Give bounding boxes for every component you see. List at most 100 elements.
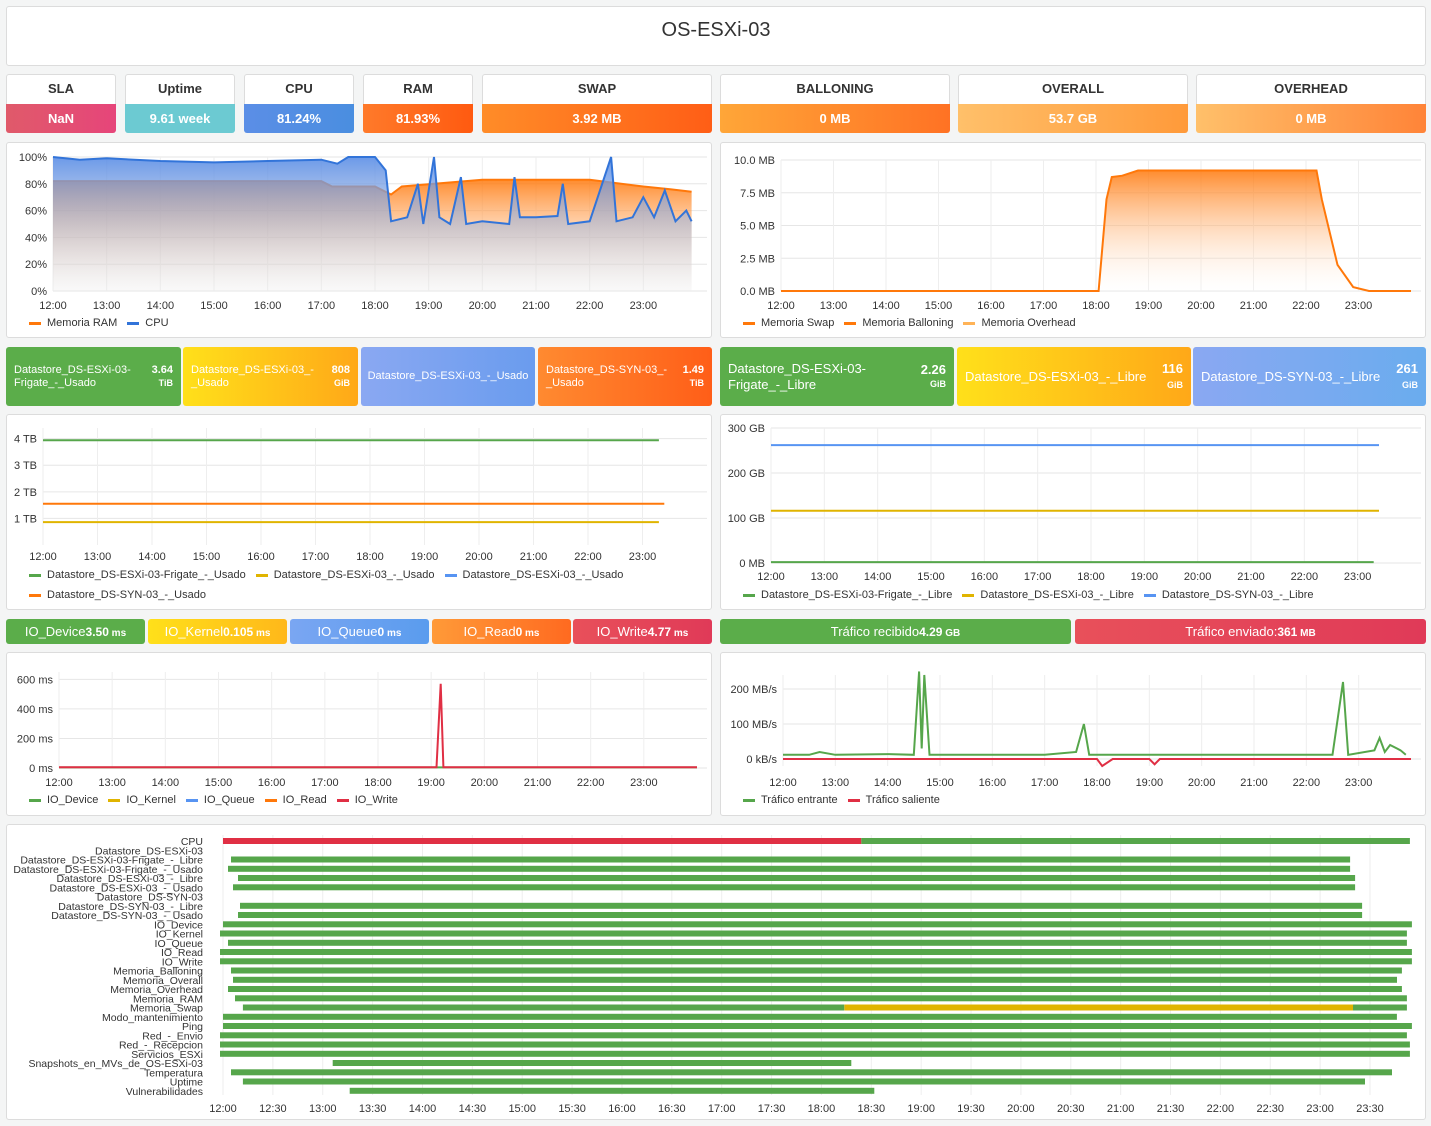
legend-item-datastore-ds-esxi-03-usado[interactable]: Datastore_DS-ESXi-03_-_Usado [255, 565, 435, 585]
x-tick-label: 16:00 [979, 777, 1007, 789]
x-tick-label: 16:00 [258, 777, 286, 789]
stat-label-uptime: Uptime [125, 74, 235, 104]
state-bar-memoria-overall [233, 976, 1397, 983]
legend-item-memoria-balloning[interactable]: Memoria Balloning [844, 313, 953, 333]
x-tick-label: 12:00 [767, 300, 795, 312]
legend-item-datastore-ds-esxi-03-libre[interactable]: Datastore_DS-ESXi-03_-_Libre [962, 585, 1134, 605]
legend-label: Memoria RAM [47, 317, 118, 329]
x-tick-label: 15:00 [205, 777, 233, 789]
x-tick-label: 13:00 [309, 1103, 337, 1115]
series-line-io-write [59, 683, 697, 769]
x-tick-label: 13:00 [822, 777, 850, 789]
legend-swatch [743, 593, 755, 597]
legend-item-tr-fico-entrante[interactable]: Tráfico entrante [743, 790, 838, 810]
series-area-cpu [53, 157, 692, 291]
y-tick-label: 400 ms [17, 704, 54, 716]
datastore-value: 808 GiB [331, 363, 350, 388]
datastore-used-tile: Datastore_DS-ESXi-03_-_Usado [361, 347, 535, 406]
grid [42, 428, 707, 545]
x-tick-label: 21:00 [520, 551, 548, 563]
x-tick-label: 20:00 [465, 551, 493, 563]
legend-item-datastore-ds-esxi-03-frigate-libre[interactable]: Datastore_DS-ESXi-03-Frigate_-_Libre [743, 585, 952, 605]
x-tick-label: 20:00 [469, 300, 497, 312]
x-tick-label: 20:00 [1188, 777, 1216, 789]
legend-item-datastore-ds-esxi-03-frigate-usado[interactable]: Datastore_DS-ESXi-03-Frigate_-_Usado [29, 565, 246, 585]
legend-swatch [29, 321, 41, 325]
legend-label: Datastore_DS-SYN-03_-_Usado [47, 589, 206, 601]
legend-item-io-read[interactable]: IO_Read [264, 790, 327, 810]
stat-value-sla: NaN [6, 104, 116, 133]
legend-item-io-queue[interactable]: IO_Queue [185, 790, 255, 810]
legend-item-tr-fico-saliente[interactable]: Tráfico saliente [847, 790, 940, 810]
row-label: Datastore_DS-ESXi-03_-_Usado [50, 882, 204, 894]
x-tick-label: 15:00 [508, 1103, 536, 1115]
x-tick-label: 19:00 [411, 551, 439, 563]
datastore-name: Datastore_DS-ESXi-03-Frigate_-_Libre [728, 360, 866, 392]
stat-label-overall: OVERALL [958, 74, 1188, 104]
x-tick-label: 22:00 [576, 300, 604, 312]
legend-item-io-write[interactable]: IO_Write [336, 790, 398, 810]
legend-item-datastore-ds-syn-03-usado[interactable]: Datastore_DS-SYN-03_-_Usado [29, 585, 206, 605]
x-tick-label: 13:00 [820, 300, 848, 312]
legend-swatch [743, 798, 755, 802]
legend-label: Tráfico saliente [865, 794, 940, 806]
state-bar-memoria-swap [844, 1004, 1354, 1011]
row-label: Memoria_Balloning [113, 966, 203, 978]
gauge-value: 0 ms [377, 625, 402, 639]
legend-label: Datastore_DS-ESXi-03_-_Usado [273, 569, 435, 581]
row-label: IO_Queue [155, 938, 204, 950]
row-label: Ping [182, 1021, 203, 1033]
gauge-io-queue: IO_Queue0 ms [290, 619, 429, 644]
io-panel: 600 ms 400 ms 200 ms 0 ms 12:00 13:00 14:00 15:… [6, 652, 712, 816]
y-tick-label: 0 kB/s [746, 754, 777, 766]
stat-value-overhead: 0 MB [1196, 104, 1426, 133]
x-tick-label: 22:00 [1291, 571, 1319, 583]
stat-value-uptime: 9.61 week [125, 104, 235, 133]
gauge-name: IO_Read [463, 624, 516, 639]
legend-label: IO_Device [47, 794, 99, 806]
legend-item-memoria-swap[interactable]: Memoria Swap [743, 313, 834, 333]
x-tick-label: 14:00 [409, 1103, 437, 1115]
datastore-name: Datastore_DS-ESXi-03-Frigate_-_Usado [14, 363, 131, 389]
legend-item-io-kernel[interactable]: IO_Kernel [108, 790, 176, 810]
x-tick-label: 14:00 [147, 300, 175, 312]
legend-label: Tráfico entrante [761, 794, 838, 806]
stat-label-balloning: BALLONING [720, 74, 950, 104]
legend-item-memoria-overhead[interactable]: Memoria Overhead [963, 313, 1076, 333]
legend-item-datastore-ds-syn-03-libre[interactable]: Datastore_DS-SYN-03_-_Libre [1143, 585, 1313, 605]
x-tick-label: 15:00 [193, 551, 221, 563]
datastore-name: Datastore_DS-SYN-03_-_Libre [1201, 368, 1381, 384]
x-tick-label: 21:00 [1240, 777, 1268, 789]
grid [770, 427, 1421, 564]
legend-item-cpu[interactable]: CPU [127, 313, 169, 333]
io-chart: 600 ms 400 ms 200 ms 0 ms 12:00 13:00 14:00 15:… [17, 672, 707, 789]
page-title: OS-ESXi-03 [661, 19, 771, 41]
legend-label: Datastore_DS-ESXi-03_-_Usado [462, 569, 624, 581]
gauge-name: Tráfico recibido [830, 624, 920, 639]
state-bar-cpu [223, 838, 862, 844]
y-tick-label: 300 GB [728, 423, 765, 435]
series-line-cpu [52, 156, 693, 226]
legend-item-datastore-ds-esxi-03-usado[interactable]: Datastore_DS-ESXi-03_-_Usado [444, 565, 624, 585]
state-bar-ping [223, 1023, 1412, 1029]
datastore-name: Datastore_DS-SYN-03_-_Usado [546, 363, 668, 389]
legend-item-memoria-ram[interactable]: Memoria RAM [29, 313, 117, 333]
datastore-used-tile: Datastore_DS-SYN-03_-_Usado 1.49 TiB [538, 347, 712, 406]
x-tick-label: 17:00 [311, 777, 339, 789]
row-label: Datastore_DS-ESXi-03-Frigate_-_Usado [13, 864, 203, 876]
y-tick-label: 1 TB [14, 513, 37, 525]
cpu-ram-panel: 100% 80% 60% 40% 20% 0% 12:00 13:00 14:00 15:00 16… [6, 142, 712, 338]
row-label: Memoria_Overhead [110, 984, 203, 996]
x-tick-label: 21:30 [1157, 1103, 1185, 1115]
x-tick-label: 22:00 [574, 551, 602, 563]
legend-item-io-device[interactable]: IO_Device [29, 790, 98, 810]
state-bar-datastore-ds-syn-03-libre [240, 902, 1363, 909]
x-tick-label: 17:00 [1030, 300, 1058, 312]
x-tick-label: 14:00 [152, 777, 180, 789]
x-tick-label: 17:30 [758, 1103, 786, 1115]
x-tick-label: 20:00 [1007, 1103, 1035, 1115]
row-label: Datastore_DS-SYN-03_-_Libre [58, 901, 203, 913]
stat-value-overall: 53.7 GB [958, 104, 1188, 133]
x-tick-label: 23:00 [629, 551, 657, 563]
